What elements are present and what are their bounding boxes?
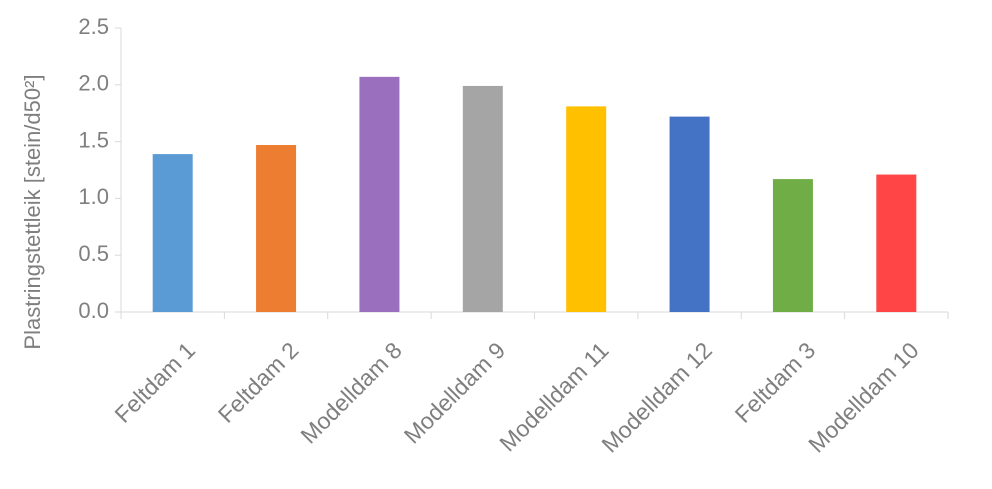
x-axis-ticks	[120, 312, 949, 319]
x-tick-label: Modelldam 8	[295, 337, 407, 449]
bar	[256, 145, 297, 312]
bar	[152, 154, 193, 312]
y-tick-label: 0.5	[78, 241, 109, 266]
x-tick-label: Modelldam 10	[803, 337, 924, 458]
x-tick-label: Modelldam 11	[494, 337, 613, 456]
bar	[566, 106, 607, 312]
x-tick-label: Feltdam 3	[730, 337, 821, 428]
y-axis-ticks: 0.0 0.5 1.0 1.5 2.0 2.5	[78, 14, 121, 323]
y-axis-title: Plastringstettleik [stein/d50²]	[20, 74, 45, 349]
x-tick-label: Feltdam 1	[109, 337, 200, 428]
y-tick-label: 0.0	[78, 298, 109, 323]
x-tick-label: Modelldam 9	[399, 337, 511, 449]
bar	[462, 85, 503, 312]
x-tick-label: Feltdam 2	[213, 337, 304, 428]
bar	[876, 174, 917, 312]
bar	[669, 116, 710, 312]
y-tick-label: 1.0	[78, 184, 109, 209]
bar	[772, 179, 813, 312]
x-tick-label: Modelldam 12	[596, 337, 717, 458]
y-tick-label: 1.5	[78, 127, 109, 152]
bar	[359, 76, 400, 313]
y-tick-label: 2.0	[78, 71, 109, 96]
y-tick-label: 2.5	[78, 14, 109, 39]
bars	[152, 76, 917, 313]
